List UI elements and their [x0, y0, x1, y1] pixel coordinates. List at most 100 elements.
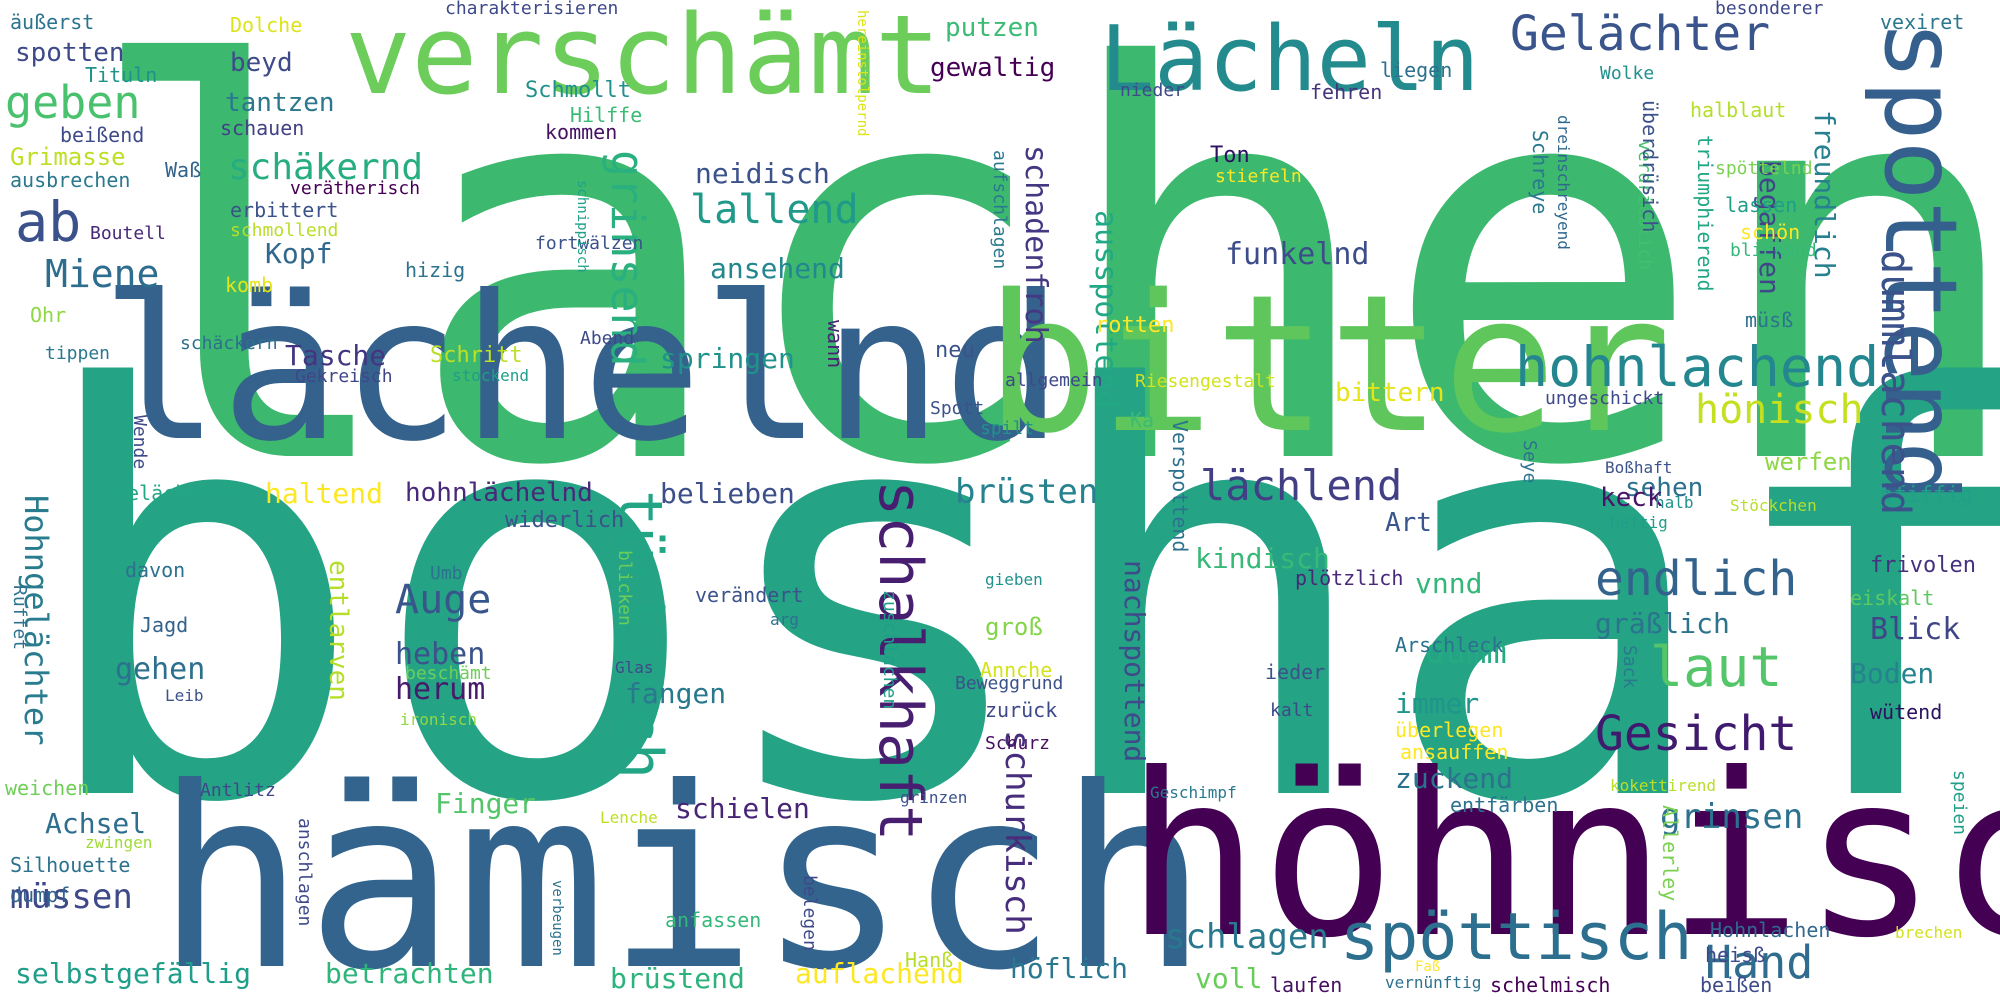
word-24-abend-small: Abend [580, 328, 635, 349]
word-93-wutend-small: wütend [1870, 700, 1943, 724]
word-44-lassen-small: lassen [1725, 193, 1798, 217]
word-110-heis-small: heisß [1705, 943, 1766, 967]
word-48-kopf: Kopf [265, 237, 333, 270]
word-41-herum: herum [395, 672, 486, 707]
word-70-sehen: sehen [1625, 473, 1704, 503]
word-29-nieder-small: nieder [1120, 80, 1186, 101]
word-28-schakernd: schäkernd [228, 147, 424, 188]
word-84-zuruck-small: zurück [985, 698, 1058, 722]
word-5-boutell-small: Boutell [90, 223, 166, 244]
word-109-hohnlachen-small: Hohnlachen [1710, 918, 1831, 942]
word-2-lachelnd: lächelnd [100, 253, 1064, 486]
word-63-boden: Boden [1850, 657, 1935, 690]
word-92-kokettirend-small: kokettirend [1610, 776, 1716, 795]
word-38-funkelnd: funkelnd [1225, 237, 1370, 272]
word-30-schlagen: schlagen [1165, 917, 1329, 957]
word-19-fortwalzen-small: fortwälzen [535, 233, 644, 254]
word-69-voll: voll [1195, 962, 1263, 995]
word-99-dumpf-small: dumpf [10, 883, 71, 907]
word-47-achsel: Achsel [45, 807, 147, 840]
word-104-verbeugen-small: verbeugen [549, 880, 565, 956]
word-15-erbittert-small: erbittert [230, 198, 339, 222]
word-7-tippen-small: tippen [45, 343, 111, 364]
word-53-spilt-small: spilt [980, 418, 1035, 439]
word-103-geschimpf-small: Geschimpf [1150, 783, 1237, 802]
word-56-belieben: belieben [660, 477, 795, 510]
word-66-jagd-small: Jagd [140, 613, 189, 637]
word-85-schurz-small: Schurz [985, 733, 1051, 754]
word-77-ruffet-small: Ruffet [9, 585, 30, 651]
word-21-honisch: hönisch [1695, 387, 1864, 433]
word-69-zuschlachen-small: zuschlachen [879, 590, 900, 710]
word-68-blicken-small: blicken [614, 550, 635, 626]
word-1-boshaft: boshaft [30, 274, 2000, 926]
word-72-verspottend-small: Verspottend [1168, 420, 1192, 553]
word-31-stiefeln-small: stiefeln [1215, 166, 1302, 187]
word-46-blickend-small: blickend [1730, 240, 1817, 261]
word-82-pfiffig: pfiffig [1880, 483, 1973, 508]
word-23-auge: Auge [395, 577, 492, 623]
word-60-halb-small: halb [1655, 493, 1694, 512]
word-76-eiskalt-small: eiskalt [1850, 586, 1935, 610]
word-25-schackern-small: schäckern [180, 333, 278, 354]
word-55-ungeschickt-small: ungeschickt [1545, 388, 1665, 409]
word-53-kindisch: kindisch [1195, 542, 1330, 575]
word-40-halblaut-small: halblaut [1690, 98, 1787, 122]
word-52-spott-small: Spott [930, 398, 985, 419]
word-79-spotten: spotten [15, 38, 125, 68]
word-0-lachend: lachend [80, 0, 2000, 584]
word-2-bei-end-small: beißend [60, 123, 145, 147]
word-19-endlich: endlich [1595, 551, 1798, 607]
word-78-gewaltig: gewaltig [930, 53, 1056, 83]
word-40-gehen: gehen [115, 652, 206, 687]
word-65-betrachten: betrachten [325, 957, 494, 990]
word-0-au-erst-small: äußerst [10, 10, 95, 34]
word-20-lallend: lallend [690, 187, 859, 233]
word-73-werfen: werfen [1765, 448, 1852, 476]
word-49-neidisch: neidisch [695, 157, 830, 190]
word-47-mus-small: müsß [1745, 308, 1794, 332]
word-75-tantzen: tantzen [225, 88, 335, 118]
word-88-uberlegen-small: überlegen [1395, 718, 1504, 742]
word-45-schon-small: schön [1740, 220, 1801, 244]
word-80-ironisch-small: ironisch [400, 710, 478, 729]
word-7-lacheln: Lächeln [1100, 7, 1480, 112]
word-43-spottelnd-small: spöttelnd [1715, 158, 1813, 179]
word-45-finger: Finger [435, 787, 537, 820]
word-18-hizig-small: hizig [405, 258, 466, 282]
word-111-laufen-small: laufen [1270, 973, 1343, 997]
word-83-beweggrund-small: Beweggrund [955, 673, 1064, 694]
word-101-lenche-small: Lenche [600, 808, 658, 827]
word-14-veratherisch-small: verätherisch [290, 178, 421, 199]
word-37-fehren-small: fehren [1310, 80, 1383, 104]
word-9-hohnlachend: hohnlachend [1515, 335, 1880, 399]
word-12-schauen-small: schauen [220, 116, 305, 140]
word-39-wolke-small: Wolke [1600, 63, 1655, 84]
word-87-kalt-small: kalt [1270, 700, 1314, 721]
word-33-dumm: dumm [1425, 632, 1507, 672]
word-77-putzen: putzen [945, 13, 1039, 43]
word-32-grinsen: grinsen [1660, 797, 1804, 837]
word-26-schritt-small: Schritt [430, 343, 523, 368]
word-73-plotzlich-small: plötzlich [1295, 566, 1404, 590]
word-10-schmollt-small: Schmollt [525, 78, 631, 103]
word-98-silhouette-small: Silhouette [10, 853, 131, 877]
word-21-hereinstolpernd-small: hereinstolpernd [854, 10, 870, 137]
word-107-han-small: Hanß [905, 948, 954, 972]
word-17-hand: Hand [1705, 936, 1814, 989]
word-44-springen: springen [660, 342, 795, 375]
word-97-zwingen-small: zwingen [85, 833, 153, 852]
word-86-ieder-small: ieder [1265, 660, 1326, 684]
word-70-gieben-small: gieben [985, 570, 1043, 589]
word-62-belachelnd-small: belächelnd [115, 481, 236, 505]
word-3-bitter: bitter [985, 254, 1672, 475]
word-63-widerlich-small: widerlich [505, 508, 625, 533]
word-96-antlitz-small: Antlitz [200, 780, 276, 801]
word-35-triumphierend-small: triumphierend [1693, 135, 1717, 292]
word-4-hamisch: hämisch [155, 734, 1209, 1000]
word-71-arg-small: arg [770, 610, 799, 629]
word-62-blick: Blick [1870, 612, 1961, 647]
word-11-gelachter: Gelächter [1510, 6, 1771, 62]
word-51-riesengestalt-small: Riesengestalt [1135, 371, 1276, 392]
word-95-weichen-small: weichen [5, 776, 90, 800]
